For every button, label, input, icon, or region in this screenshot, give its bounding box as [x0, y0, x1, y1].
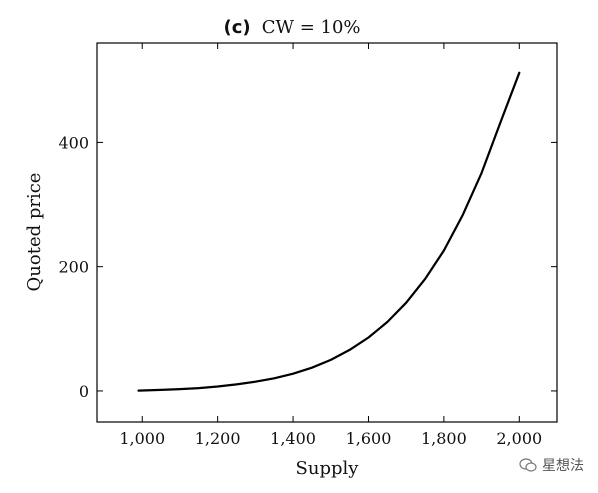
series-layer: [137, 71, 521, 392]
y-tick-label: 400: [58, 133, 89, 152]
wechat-icon: [519, 458, 537, 472]
x-tick-label: 1,000: [119, 429, 165, 448]
series-line: [137, 71, 521, 392]
x-axis: 1,000 1,200 1,400 1,600 1,800 2,000: [119, 43, 542, 448]
chart-title-prefix: (c): [223, 17, 250, 38]
x-tick-label: 1,800: [421, 429, 467, 448]
chart-title-main: CW = 10%: [262, 17, 361, 38]
watermark-text: 星想法: [542, 458, 584, 474]
chart-title: (c) CW = 10%: [223, 17, 360, 38]
x-tick-label: 1,400: [270, 429, 316, 448]
watermark: 星想法: [519, 455, 584, 475]
x-axis-label: Supply: [296, 458, 360, 479]
y-axis-label: Quoted price: [24, 173, 45, 292]
plot-area-frame: [96, 42, 558, 423]
y-axis: 0 200 400: [58, 133, 557, 401]
y-tick-label: 200: [58, 258, 89, 277]
x-tick-label: 1,600: [346, 429, 392, 448]
y-tick-label: 0: [79, 382, 89, 401]
x-tick-label: 2,000: [496, 429, 542, 448]
x-tick-label: 1,200: [195, 429, 241, 448]
